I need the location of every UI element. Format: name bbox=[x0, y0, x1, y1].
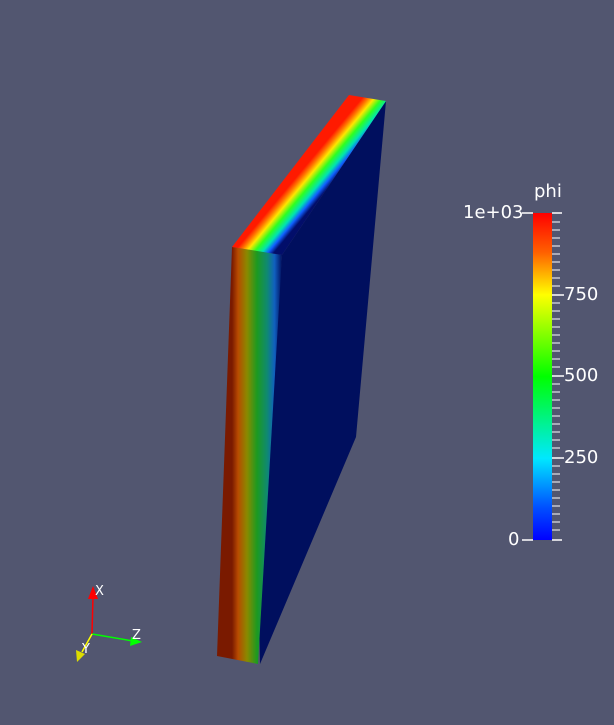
scalar-bar-tick-label: 500 bbox=[564, 365, 599, 386]
slab-front-face bbox=[217, 247, 282, 664]
scalar-bar-major-ticks bbox=[522, 212, 564, 541]
slab-side-face bbox=[258, 101, 386, 664]
slab-top-face bbox=[232, 95, 386, 255]
scalar-bar-minor-ticks bbox=[552, 221, 560, 531]
z-axis-label: Z bbox=[132, 628, 141, 643]
scalar-bar-title: phi bbox=[534, 181, 562, 202]
scalar-bar bbox=[533, 213, 552, 540]
x-axis-arrow bbox=[88, 586, 98, 599]
z-axis-arrow bbox=[130, 637, 142, 646]
scalar-bar-tick-label: 0 bbox=[508, 529, 520, 550]
y-axis-arrow bbox=[76, 650, 85, 662]
y-axis-label: Y bbox=[82, 642, 90, 657]
orientation-axes bbox=[76, 586, 142, 662]
x-axis-label: X bbox=[95, 584, 104, 599]
scalar-bar-tick-label: 1e+03 bbox=[463, 202, 524, 223]
y-axis-line bbox=[81, 633, 93, 653]
scalar-bar-tick-label: 750 bbox=[564, 284, 599, 305]
z-axis-line bbox=[91, 633, 134, 642]
x-axis-line bbox=[91, 595, 94, 635]
scalar-bar-tick-label: 250 bbox=[564, 447, 599, 468]
